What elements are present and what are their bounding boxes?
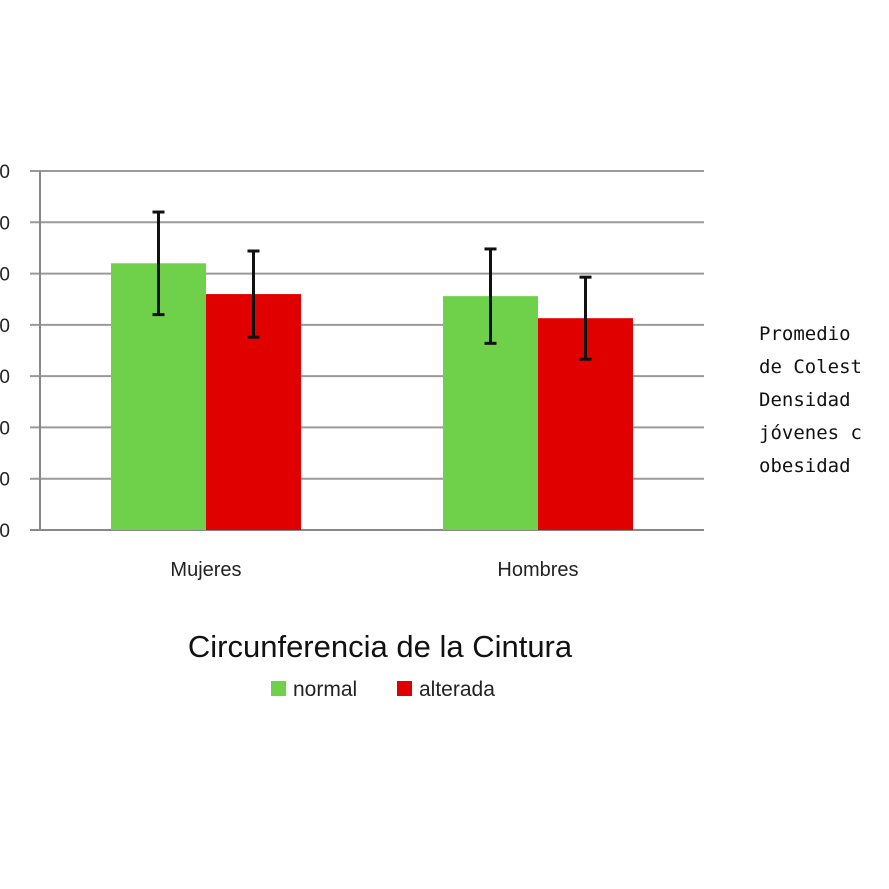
y-tick-label: 0: [0, 316, 10, 337]
side-note-line: obesidad: [759, 455, 851, 477]
y-tick-label: 0: [0, 162, 10, 183]
legend-label-alterada: alterada: [419, 678, 495, 701]
y-tick-label: 0: [0, 521, 10, 542]
category-labels: Mujeres Hombres: [170, 559, 578, 581]
side-note-line: Promedio: [759, 323, 851, 345]
y-tick-label: 0: [0, 213, 10, 234]
y-tick-label: 0: [0, 470, 10, 491]
category-label: Hombres: [497, 559, 578, 581]
bars: [111, 263, 633, 530]
legend: normal alterada: [271, 678, 495, 701]
legend-swatch-alterada: [397, 681, 412, 696]
side-note: Promedio de Colest Densidad jóvenes c ob…: [759, 318, 862, 483]
y-tick-label: 0: [0, 265, 10, 286]
side-note-line: de Colest: [759, 356, 862, 378]
y-tick-label: 0: [0, 418, 10, 439]
y-tick-labels: 0 0 0 0 0 0 0 0: [0, 162, 10, 542]
category-label: Mujeres: [170, 559, 241, 581]
side-note-line: Densidad: [759, 389, 851, 411]
side-note-line: jóvenes c: [759, 422, 862, 444]
error-bars: [152, 210, 592, 361]
x-axis-label: Circunferencia de la Cintura: [188, 629, 573, 664]
y-tick-label: 0: [0, 367, 10, 388]
legend-swatch-normal: [271, 681, 286, 696]
legend-label-normal: normal: [293, 678, 357, 701]
